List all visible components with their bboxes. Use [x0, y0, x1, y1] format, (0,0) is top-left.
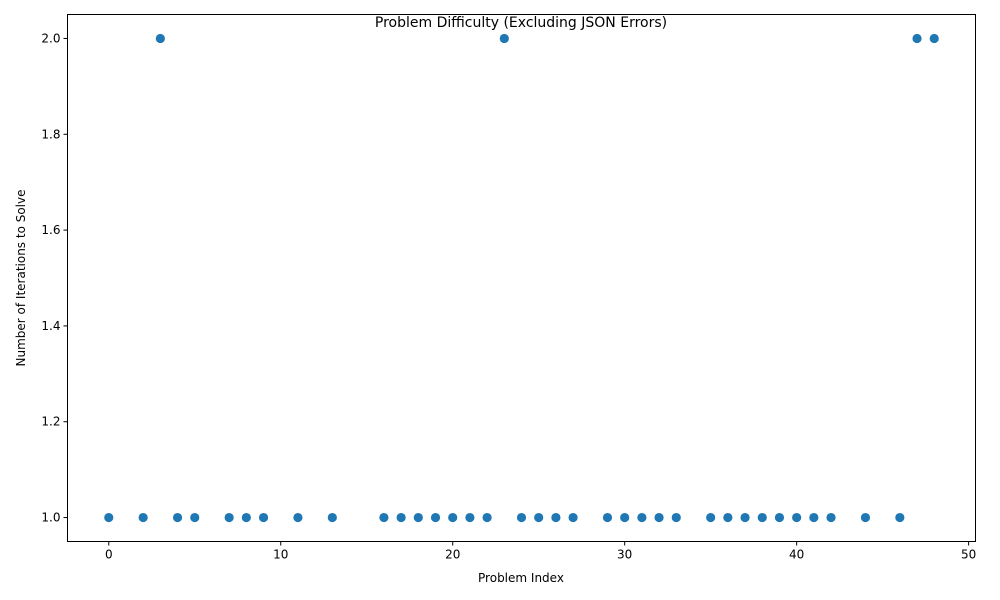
data-point	[465, 512, 475, 523]
y-tick-label: 1.2	[41, 415, 60, 429]
data-point	[172, 512, 183, 523]
y-tick-label: 2.0	[41, 31, 60, 45]
data-point	[448, 512, 458, 523]
data-point	[671, 512, 681, 523]
data-point	[620, 512, 630, 523]
y-tick-label: 1.0	[41, 511, 60, 525]
data-point	[104, 512, 114, 523]
data-point	[654, 512, 664, 523]
data-point	[912, 33, 922, 44]
data-point	[138, 512, 148, 523]
data-point	[757, 512, 767, 523]
data-point	[723, 512, 733, 523]
data-point	[929, 33, 939, 44]
data-point	[774, 512, 785, 523]
data-point	[568, 512, 578, 523]
x-axis: 0 10 20 30 40 50	[105, 541, 976, 562]
data-point	[809, 512, 819, 523]
data-point	[740, 512, 750, 523]
data-point	[293, 512, 303, 523]
x-tick-label: 20	[445, 548, 460, 562]
y-tick-label: 1.4	[41, 319, 60, 333]
data-point	[826, 512, 836, 523]
data-point	[792, 512, 802, 523]
x-tick-label: 10	[273, 548, 288, 562]
data-point	[430, 512, 441, 523]
x-tick-label: 40	[789, 548, 804, 562]
data-point	[860, 512, 871, 523]
x-tick-label: 0	[105, 548, 113, 562]
data-point	[706, 512, 716, 523]
x-axis-label: Problem Index	[478, 571, 564, 585]
data-point	[190, 512, 200, 523]
data-point	[534, 512, 544, 523]
data-point	[413, 512, 423, 523]
y-axis: 1.0 1.2 1.4 1.6 1.8 2.0	[41, 31, 68, 525]
data-points	[104, 33, 939, 523]
data-point	[241, 512, 251, 523]
data-point	[516, 512, 527, 523]
x-tick-label: 50	[961, 548, 976, 562]
data-point	[379, 512, 389, 523]
data-point	[224, 512, 234, 523]
data-point	[637, 512, 647, 523]
data-point	[327, 512, 337, 523]
y-tick-label: 1.8	[41, 127, 60, 141]
y-axis-label: Number of Iterations to Solve	[14, 189, 28, 366]
data-point	[551, 512, 561, 523]
chart-title: Problem Difficulty (Excluding JSON Error…	[375, 15, 667, 31]
axes-frame	[67, 14, 976, 542]
data-point	[482, 512, 492, 523]
data-point	[602, 512, 613, 523]
x-tick-label: 30	[617, 548, 632, 562]
y-tick-label: 1.6	[41, 223, 60, 237]
data-point	[895, 512, 905, 523]
data-point	[258, 512, 269, 523]
data-point	[396, 512, 406, 523]
data-point	[155, 33, 165, 44]
data-point	[499, 33, 509, 44]
